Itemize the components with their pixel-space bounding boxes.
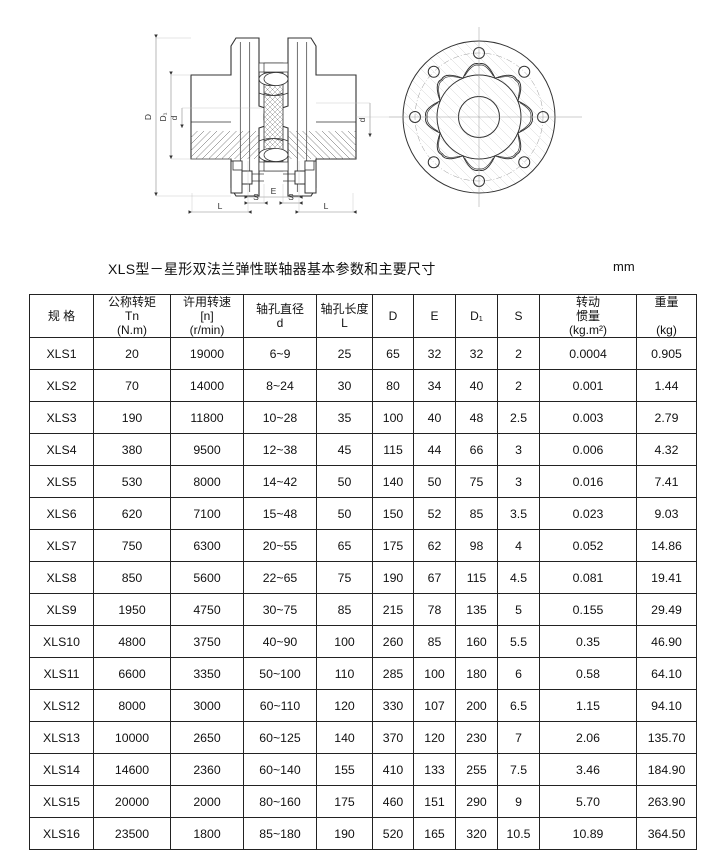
svg-text:D₁: D₁ (158, 112, 168, 121)
svg-text:L: L (218, 201, 223, 211)
svg-text:d: d (357, 117, 367, 122)
svg-text:d: d (169, 115, 179, 120)
svg-text:D: D (143, 114, 153, 120)
svg-text:S: S (288, 192, 294, 202)
svg-text:E: E (271, 186, 277, 196)
svg-text:S: S (253, 192, 259, 202)
svg-text:L: L (324, 201, 329, 211)
